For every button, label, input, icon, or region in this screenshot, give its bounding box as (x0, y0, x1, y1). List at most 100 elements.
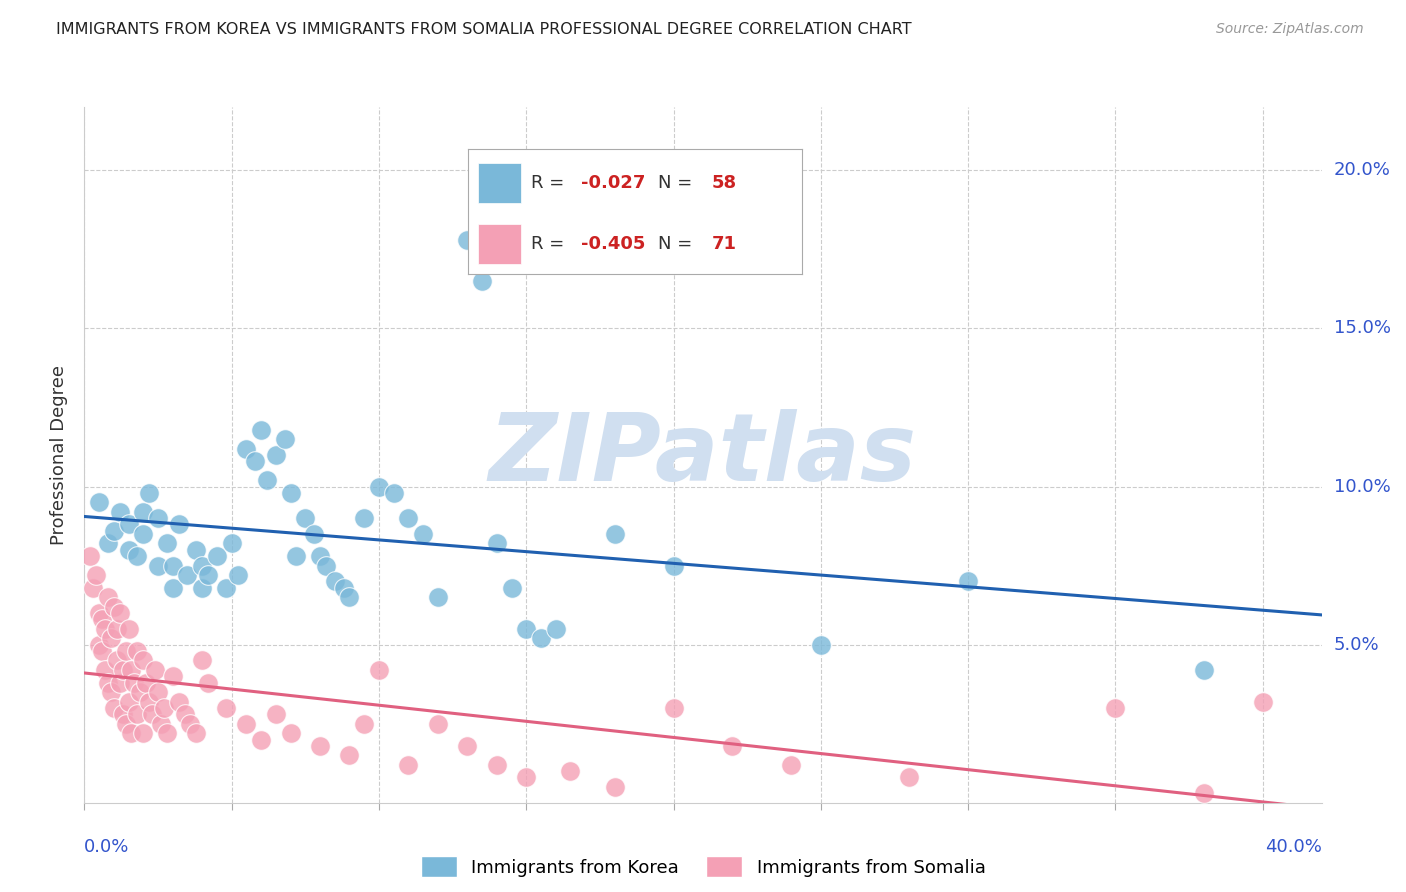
Point (97, 675, 120, 690)
Point (197, 675, 219, 690)
Point (124, 675, 146, 690)
Text: 0.0%: 0.0% (84, 838, 129, 855)
Point (353, 716, 375, 731)
Text: 5.0%: 5.0% (1334, 636, 1379, 654)
Text: R =: R = (531, 174, 571, 192)
Point (197, 568, 219, 582)
Point (264, 448, 287, 462)
Point (91, 644, 114, 658)
Point (167, 695, 190, 709)
Text: Source: ZipAtlas.com: Source: ZipAtlas.com (1216, 22, 1364, 37)
Point (603, 527, 626, 541)
Point (186, 726, 208, 740)
Point (121, 726, 143, 740)
Point (117, 542, 139, 557)
Point (353, 511, 375, 525)
Point (339, 748, 361, 763)
Point (332, 581, 354, 595)
Point (339, 591, 361, 605)
Point (103, 599, 125, 614)
Text: IMMIGRANTS FROM KOREA VS IMMIGRANTS FROM SOMALIA PROFESSIONAL DEGREE CORRELATION: IMMIGRANTS FROM KOREA VS IMMIGRANTS FROM… (56, 22, 912, 37)
Point (221, 536, 243, 550)
Point (173, 707, 195, 722)
Point (117, 622, 139, 636)
Text: N =: N = (658, 174, 699, 192)
Point (87, 495, 110, 509)
Legend: Immigrants from Korea, Immigrants from Somalia: Immigrants from Korea, Immigrants from S… (420, 856, 986, 877)
Text: 40.0%: 40.0% (1265, 838, 1322, 855)
Point (82, 581, 104, 595)
Point (91, 612, 114, 626)
Point (1251, 695, 1274, 709)
Point (114, 644, 136, 658)
Point (294, 511, 316, 525)
Point (309, 739, 332, 753)
Point (280, 486, 302, 500)
Text: 20.0%: 20.0% (1334, 161, 1391, 179)
Point (138, 695, 160, 709)
Point (235, 716, 257, 731)
Point (250, 732, 273, 747)
Point (191, 581, 214, 595)
Point (396, 511, 419, 525)
Point (456, 739, 478, 753)
Bar (478, 224, 522, 264)
Point (84, 568, 107, 582)
Point (530, 632, 553, 646)
Point (103, 701, 125, 715)
Point (245, 454, 267, 468)
Point (100, 685, 122, 699)
Point (117, 517, 139, 532)
Point (205, 549, 228, 563)
Point (94, 663, 117, 677)
Point (179, 716, 201, 731)
Point (143, 663, 166, 677)
Point (87, 638, 110, 652)
Point (135, 675, 157, 690)
Point (485, 757, 508, 772)
Point (162, 669, 184, 683)
Bar (478, 162, 522, 202)
Point (456, 233, 478, 247)
Point (103, 524, 125, 538)
Point (215, 581, 238, 595)
Point (97, 536, 120, 550)
Point (127, 549, 149, 563)
Point (285, 549, 308, 563)
Text: 58: 58 (711, 174, 737, 192)
Point (662, 558, 685, 573)
Point (191, 653, 214, 667)
Point (721, 739, 744, 753)
Point (111, 707, 134, 722)
Point (146, 558, 169, 573)
Point (471, 274, 494, 288)
Point (662, 701, 685, 715)
Point (176, 568, 198, 582)
Point (156, 536, 179, 550)
Y-axis label: Professional Degree: Professional Degree (51, 365, 69, 545)
Point (129, 685, 152, 699)
Point (302, 527, 325, 541)
Point (132, 726, 155, 740)
Point (117, 695, 139, 709)
Point (156, 726, 179, 740)
Point (544, 622, 567, 636)
Point (264, 707, 287, 722)
Point (87, 606, 110, 620)
Point (138, 486, 160, 500)
Point (315, 558, 337, 573)
Text: -0.405: -0.405 (582, 235, 645, 253)
Point (105, 653, 128, 667)
Point (146, 511, 169, 525)
Point (280, 726, 302, 740)
Point (898, 771, 921, 785)
Point (111, 663, 134, 677)
Point (323, 574, 346, 589)
Text: 71: 71 (711, 235, 737, 253)
Point (426, 716, 449, 731)
Point (114, 716, 136, 731)
Point (162, 581, 184, 595)
Point (141, 707, 163, 722)
Point (132, 527, 155, 541)
Point (1192, 786, 1215, 800)
